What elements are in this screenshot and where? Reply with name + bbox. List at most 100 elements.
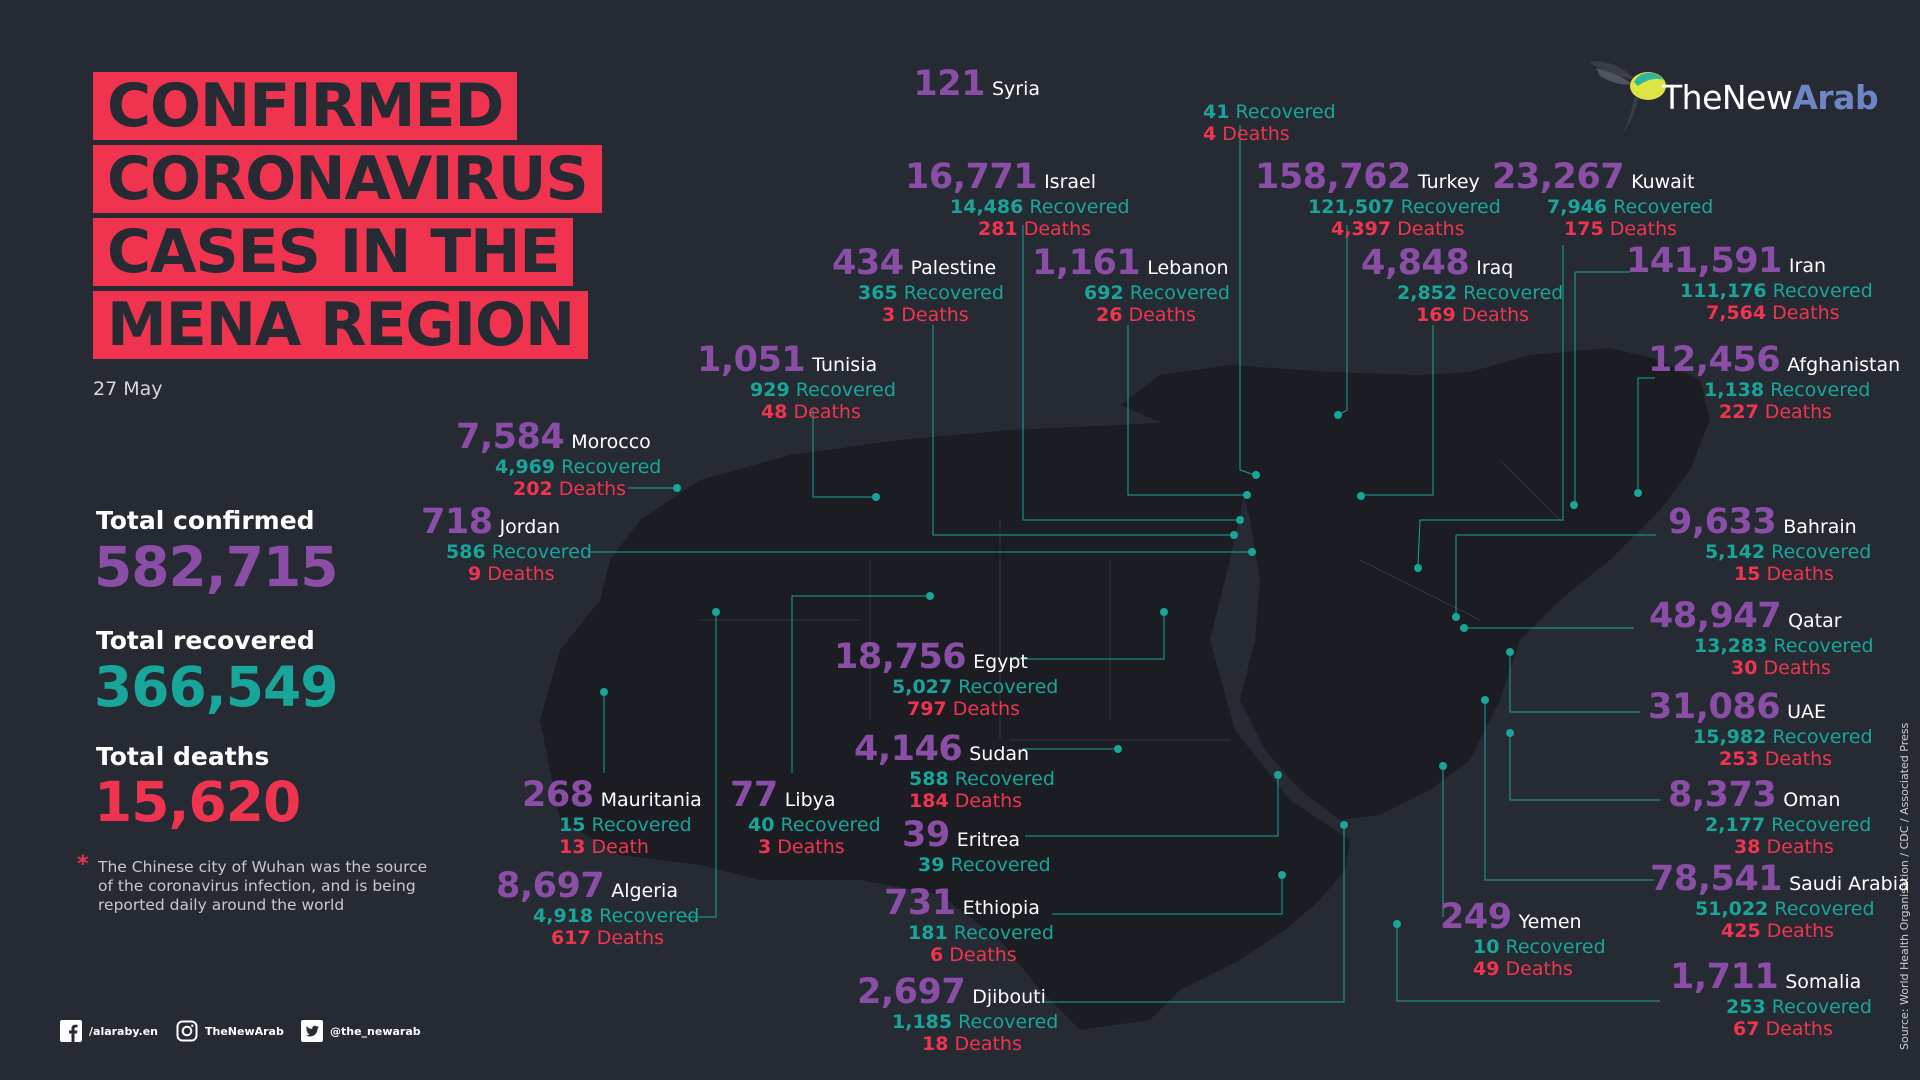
recovered-value: 111,176 xyxy=(1680,280,1767,302)
recovered-word: Recovered xyxy=(903,282,1004,304)
social-twitter[interactable]: @the_newarab xyxy=(301,1020,421,1042)
confirmed-value: 1,161 xyxy=(1032,243,1141,283)
country-label-morocco: 7,584 Morocco 4,969 Recovered 202 Deaths xyxy=(456,420,661,499)
deaths-word: Deaths xyxy=(1764,401,1833,423)
instagram-icon xyxy=(176,1020,198,1042)
country-name: Lebanon xyxy=(1147,257,1229,279)
recovered-value: 2,177 xyxy=(1705,814,1766,836)
recovered-value: 365 xyxy=(858,282,898,304)
recovered-word: Recovered xyxy=(1771,814,1872,836)
country-label-somalia: 1,711 Somalia 253 Recovered 67 Deaths xyxy=(1670,960,1872,1039)
country-label-iraq: 4,848 Iraq 2,852 Recovered 169 Deaths xyxy=(1361,246,1563,325)
recovered-value: 2,852 xyxy=(1397,282,1458,304)
deaths-value: 67 xyxy=(1733,1018,1760,1040)
confirmed-value: 2,697 xyxy=(857,972,966,1012)
total-deaths-label: Total deaths xyxy=(96,742,270,771)
recovered-word: Recovered xyxy=(1129,282,1230,304)
country-label-mauritania: 268 Mauritania 15 Recovered 13 Death xyxy=(522,778,702,857)
recovered-value: 181 xyxy=(908,922,948,944)
dot-qatar xyxy=(1460,624,1468,632)
country-label-oman: 8,373 Oman 2,177 Recovered 38 Deaths xyxy=(1668,778,1871,857)
recovered-value: 4,969 xyxy=(495,456,556,478)
facebook-handle: /alaraby.en xyxy=(89,1024,158,1038)
deaths-word: Deaths xyxy=(793,401,861,423)
deaths-word: Deaths xyxy=(952,698,1021,720)
country-label-saudi-arabia: 78,541 Saudi Arabia 51,022 Recovered 425 … xyxy=(1650,862,1910,941)
deaths-value: 3 xyxy=(758,836,772,858)
country-label-afghanistan: 12,456 Afghanistan 1,138 Recovered 227 De… xyxy=(1648,343,1900,422)
dot-sudan xyxy=(1114,745,1122,753)
dot-djibouti xyxy=(1340,821,1348,829)
leader-somalia xyxy=(1396,925,1660,1002)
dot-uae xyxy=(1506,648,1514,656)
recovered-word: Recovered xyxy=(953,922,1054,944)
leader-libya xyxy=(791,595,930,773)
country-label-bahrain: 9,633 Bahrain 5,142 Recovered 15 Deaths xyxy=(1668,505,1871,584)
title-line-4: MENA REGION xyxy=(93,291,589,359)
recovered-word: Recovered xyxy=(1772,726,1873,748)
dot-morocco xyxy=(673,484,681,492)
deaths-value: 13 xyxy=(559,836,586,858)
country-name: Somalia xyxy=(1785,971,1862,993)
country-name: Afghanistan xyxy=(1787,354,1901,376)
country-name: Eritrea xyxy=(956,829,1020,851)
recovered-value: 40 xyxy=(748,814,775,836)
asterisk-icon: * xyxy=(77,852,89,877)
confirmed-value: 7,584 xyxy=(456,417,565,457)
leader-tunisia xyxy=(812,410,875,498)
recovered-word: Recovered xyxy=(1613,196,1714,218)
twitter-icon xyxy=(301,1020,323,1042)
deaths-word: Deaths xyxy=(1764,748,1833,770)
leader-uae xyxy=(1509,652,1640,713)
country-stats-syria: 41 Recovered 4 Deaths xyxy=(1203,100,1336,144)
country-name: Kuwait xyxy=(1631,171,1695,193)
country-label-jordan: 718 Jordan 586 Recovered 9 Deaths xyxy=(421,505,592,584)
dot-iran xyxy=(1570,501,1578,509)
country-name: Tunisia xyxy=(812,354,878,376)
logo-text-a: TheNew xyxy=(1662,78,1793,117)
country-label-lebanon: 1,161 Lebanon 692 Recovered 26 Deaths xyxy=(1032,246,1230,325)
deaths-word: Deaths xyxy=(1461,304,1530,326)
leader-lebanon xyxy=(1127,325,1247,496)
country-label-iran: 141,591 Iran 111,176 Recovered 7,564 Deat… xyxy=(1626,244,1873,323)
confirmed-value: 48,947 xyxy=(1649,596,1782,636)
dot-eritrea xyxy=(1274,771,1282,779)
leader-egypt xyxy=(1012,612,1165,660)
dot-israel xyxy=(1236,516,1244,524)
deaths-word: Deaths xyxy=(1128,304,1196,326)
leader-oman xyxy=(1509,733,1660,801)
country-label-palestine: 434 Palestine 365 Recovered 3 Deaths xyxy=(832,246,1004,325)
country-name: Palestine xyxy=(910,257,997,279)
country-name: Syria xyxy=(991,78,1040,100)
recovered-word: Recovered xyxy=(958,676,1059,698)
title-line-2: CORONAVIRUS xyxy=(93,145,602,213)
deaths-value: 202 xyxy=(513,478,553,500)
social-instagram[interactable]: TheNewArab xyxy=(176,1020,284,1042)
country-name: Djibouti xyxy=(972,986,1046,1008)
deaths-word: Deaths xyxy=(1609,218,1678,240)
recovered-word: Recovered xyxy=(795,379,896,401)
recovered-word: Recovered xyxy=(1463,282,1564,304)
deaths-word: Deaths xyxy=(777,836,845,858)
recovered-value: 7,946 xyxy=(1547,196,1608,218)
twitter-handle: @the_newarab xyxy=(330,1024,421,1038)
deaths-value: 9 xyxy=(468,563,482,585)
confirmed-value: 141,591 xyxy=(1626,241,1782,281)
total-confirmed-label: Total confirmed xyxy=(96,506,315,535)
confirmed-value: 77 xyxy=(730,775,778,815)
recovered-word: Recovered xyxy=(491,541,592,563)
deaths-word: Deaths xyxy=(1397,218,1465,240)
confirmed-value: 718 xyxy=(421,502,493,542)
leader-djibouti xyxy=(1045,825,1345,1003)
country-name: Oman xyxy=(1783,789,1841,811)
deaths-word: Deaths xyxy=(1766,920,1835,942)
deaths-word: Deaths xyxy=(1765,1018,1833,1040)
logo-text-b: Arab xyxy=(1792,78,1879,117)
social-facebook[interactable]: /alaraby.en xyxy=(60,1020,158,1042)
country-label-ethiopia: 731 Ethiopia 181 Recovered 6 Deaths xyxy=(884,886,1054,965)
deaths-value: 15 xyxy=(1734,563,1761,585)
confirmed-value: 1,711 xyxy=(1670,957,1779,997)
dot-libya xyxy=(926,592,934,600)
deaths-value: 4 xyxy=(1203,123,1217,145)
